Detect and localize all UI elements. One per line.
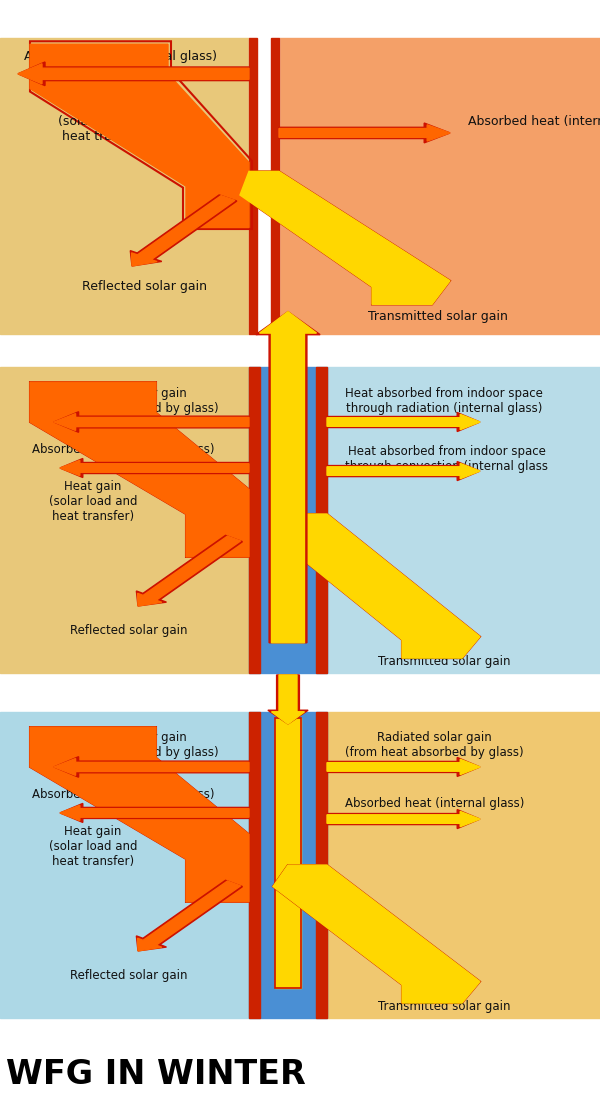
Text: WFG IN WINTER: WFG IN WINTER (6, 1058, 306, 1092)
Bar (249, 712, 260, 1018)
Polygon shape (30, 44, 249, 228)
FancyArrow shape (60, 805, 249, 820)
FancyArrow shape (260, 312, 317, 643)
Text: STANDARD GLASS: STANDARD GLASS (6, 372, 344, 405)
FancyArrow shape (327, 809, 480, 829)
Bar (249, 38, 257, 334)
FancyArrow shape (18, 62, 249, 85)
Bar (316, 712, 327, 1018)
FancyArrow shape (18, 64, 249, 84)
FancyArrow shape (327, 759, 480, 774)
Text: Heat gain
(solar load and
heat transfer): Heat gain (solar load and heat transfer) (49, 826, 137, 868)
Bar (279, 38, 600, 334)
Bar (316, 367, 327, 673)
Text: Heat gain
(solar load and
heat transfer): Heat gain (solar load and heat transfer) (58, 100, 152, 142)
FancyArrow shape (137, 537, 241, 606)
Text: Heat absorbed from indoor space
through radiation (internal glass): Heat absorbed from indoor space through … (345, 387, 543, 415)
Polygon shape (30, 727, 249, 902)
Text: Absorbed heat (internal glas: Absorbed heat (internal glas (468, 115, 600, 128)
FancyArrow shape (131, 196, 235, 266)
FancyArrow shape (54, 414, 249, 430)
Polygon shape (273, 514, 480, 658)
Polygon shape (30, 382, 249, 557)
FancyArrow shape (271, 675, 304, 724)
FancyArrow shape (136, 880, 242, 950)
FancyArrow shape (136, 535, 242, 606)
FancyArrow shape (279, 123, 450, 142)
FancyArrow shape (279, 125, 450, 141)
Text: WFG IN SUMMER: WFG IN SUMMER (6, 713, 323, 747)
FancyArrow shape (60, 459, 249, 477)
FancyArrow shape (130, 195, 237, 266)
Bar (249, 367, 327, 673)
FancyArrow shape (60, 460, 249, 475)
FancyArrow shape (327, 462, 480, 481)
Text: Reflected solar gain: Reflected solar gain (70, 624, 188, 637)
Polygon shape (273, 865, 480, 1003)
FancyArrow shape (137, 881, 241, 950)
Text: Reflected solar gain: Reflected solar gain (70, 969, 188, 982)
Text: Heat absorbed from indoor space
through convection (internal glass: Heat absorbed from indoor space through … (345, 445, 548, 473)
Text: Radiated solar gain
(from heat absorbed by glass): Radiated solar gain (from heat absorbed … (40, 387, 218, 415)
Text: Absorbed heat (external glass): Absorbed heat (external glass) (32, 788, 214, 802)
FancyArrow shape (54, 757, 249, 777)
Text: Transmitted solar gain: Transmitted solar gain (368, 310, 508, 323)
FancyArrow shape (327, 811, 480, 827)
Bar (249, 712, 327, 1018)
FancyArrow shape (327, 463, 480, 479)
Text: Reflected solar gain: Reflected solar gain (82, 280, 206, 293)
Text: Radiated solar gain
(from heat absorbed by glass): Radiated solar gain (from heat absorbed … (345, 731, 524, 760)
Bar (275, 718, 301, 988)
Text: Heat gain
(solar load and
heat transfer): Heat gain (solar load and heat transfer) (49, 481, 137, 523)
Text: Transmitted solar gain: Transmitted solar gain (378, 655, 510, 668)
Bar (0, 712, 249, 1018)
Bar (271, 38, 279, 334)
Text: Absorbed heat (external glass): Absorbed heat (external glass) (23, 49, 217, 62)
Bar (249, 38, 279, 334)
FancyArrow shape (54, 412, 249, 433)
FancyArrow shape (60, 804, 249, 822)
Bar (0, 367, 249, 673)
Text: Radiated solar gain
(from heat absorbed by glass): Radiated solar gain (from heat absorbed … (40, 731, 218, 760)
Bar (327, 367, 600, 673)
FancyArrow shape (327, 413, 480, 431)
Bar (0, 38, 249, 334)
FancyArrow shape (327, 414, 480, 429)
Text: Absorbed heat (internal glass): Absorbed heat (internal glass) (345, 797, 524, 810)
Bar (275, 718, 301, 988)
Bar (249, 367, 260, 673)
Text: Absorbed heat (external glass): Absorbed heat (external glass) (32, 443, 214, 457)
Text: Transmitted solar gain: Transmitted solar gain (378, 1000, 510, 1013)
Bar (327, 712, 600, 1018)
Polygon shape (240, 172, 450, 304)
FancyArrow shape (256, 312, 320, 643)
FancyArrow shape (327, 758, 480, 776)
FancyArrow shape (54, 759, 249, 775)
FancyArrow shape (268, 675, 308, 724)
